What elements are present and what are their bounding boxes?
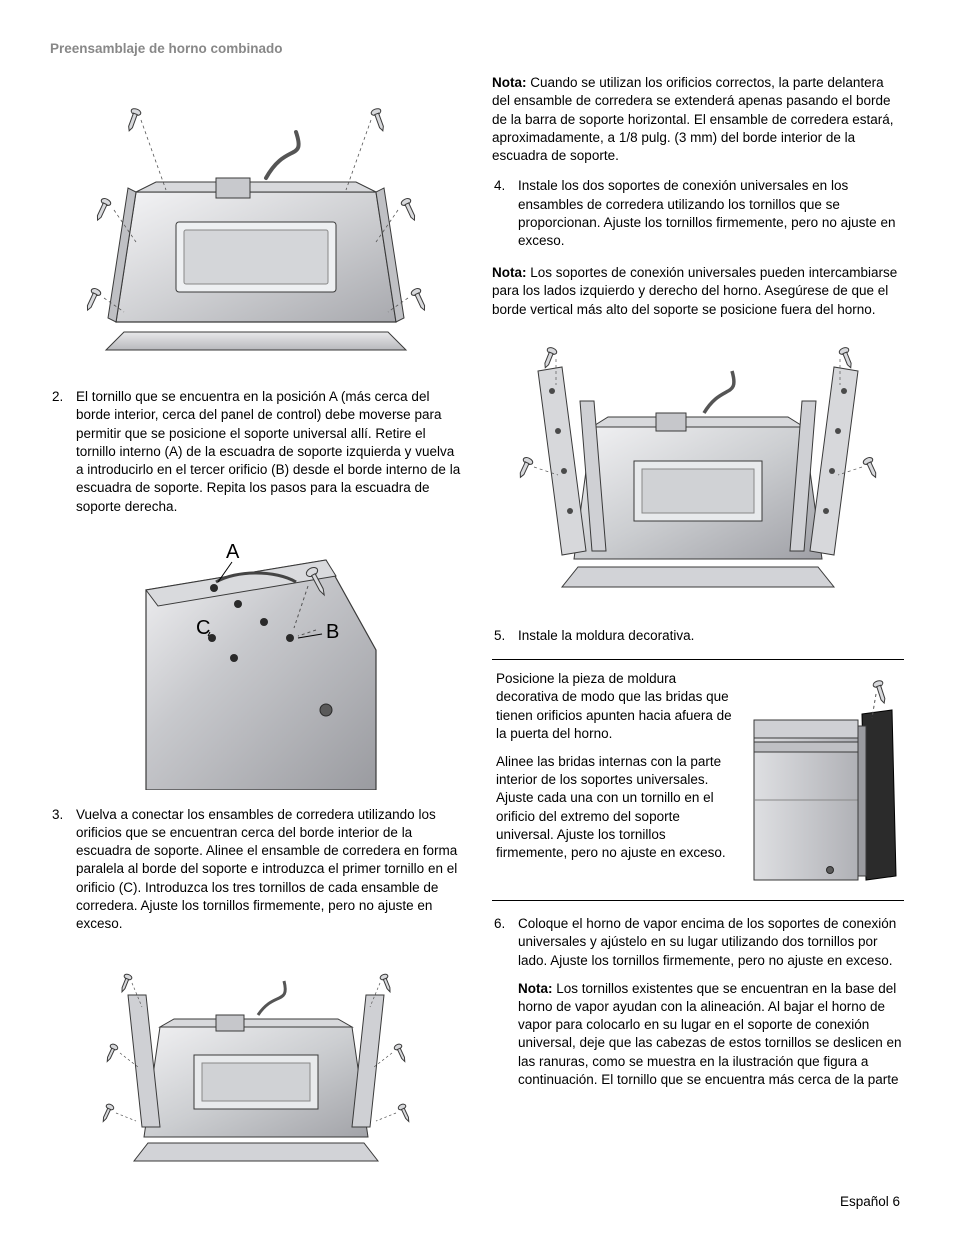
item-number: 4. bbox=[492, 177, 518, 250]
list-item-5: 5. Instale la moldura decorativa. bbox=[492, 627, 904, 645]
note-label: Nota: bbox=[492, 265, 530, 280]
note-text: Cuando se utilizan los orificios correct… bbox=[492, 75, 893, 163]
figure-oven-screws bbox=[50, 82, 462, 372]
figure-bracket-abc: A B C bbox=[50, 530, 462, 790]
right-column: Nota: Cuando se utilizan los orificios c… bbox=[492, 74, 904, 1193]
list-item-6: 6. Coloque el horno de vapor encima de l… bbox=[492, 915, 904, 1089]
item-text: Instale los dos soportes de conexión uni… bbox=[518, 177, 904, 250]
left-column: 2. El tornillo que se encuentra en la po… bbox=[50, 74, 462, 1193]
note-2: Nota: Los soportes de conexión universal… bbox=[492, 264, 904, 319]
item-number: 3. bbox=[50, 806, 76, 934]
trim-text-block: Posicione la pieza de moldura decorativa… bbox=[496, 670, 738, 890]
trim-instruction-box: Posicione la pieza de moldura decorativa… bbox=[492, 659, 904, 901]
note-text: Los soportes de conexión universales pue… bbox=[492, 265, 897, 316]
item-text: Instale la moldura decorativa. bbox=[518, 627, 904, 645]
note-text: Los tornillos existentes que se encuentr… bbox=[518, 981, 901, 1087]
page-footer: Español 6 bbox=[840, 1193, 900, 1211]
item-number: 5. bbox=[492, 627, 518, 645]
figure-trim-side bbox=[750, 670, 900, 890]
svg-text:B: B bbox=[326, 621, 339, 643]
figure-oven-brackets bbox=[492, 331, 904, 611]
list-item-2: 2. El tornillo que se encuentra en la po… bbox=[50, 388, 462, 516]
trim-paragraph-2: Alinee las bridas internas con la parte … bbox=[496, 753, 738, 862]
two-column-layout: 2. El tornillo que se encuentra en la po… bbox=[50, 74, 904, 1193]
list-item-4: 4. Instale los dos soportes de conexión … bbox=[492, 177, 904, 250]
item-text: Vuelva a conectar los ensambles de corre… bbox=[76, 806, 462, 934]
item-note: Nota: Los tornillos existentes que se en… bbox=[518, 980, 904, 1089]
item-text: Coloque el horno de vapor encima de los … bbox=[518, 915, 904, 970]
item-number: 6. bbox=[492, 915, 518, 1089]
svg-text:A: A bbox=[226, 541, 240, 563]
item-body: Coloque el horno de vapor encima de los … bbox=[518, 915, 904, 1089]
list-item-3: 3. Vuelva a conectar los ensambles de co… bbox=[50, 806, 462, 934]
note-1: Nota: Cuando se utilizan los orificios c… bbox=[492, 74, 904, 165]
trim-paragraph-1: Posicione la pieza de moldura decorativa… bbox=[496, 670, 738, 743]
note-label: Nota: bbox=[518, 981, 556, 996]
item-number: 2. bbox=[50, 388, 76, 516]
figure-oven-slides bbox=[50, 947, 462, 1177]
note-label: Nota: bbox=[492, 75, 530, 90]
section-header: Preensamblaje de horno combinado bbox=[50, 40, 904, 58]
item-text: El tornillo que se encuentra en la posic… bbox=[76, 388, 462, 516]
